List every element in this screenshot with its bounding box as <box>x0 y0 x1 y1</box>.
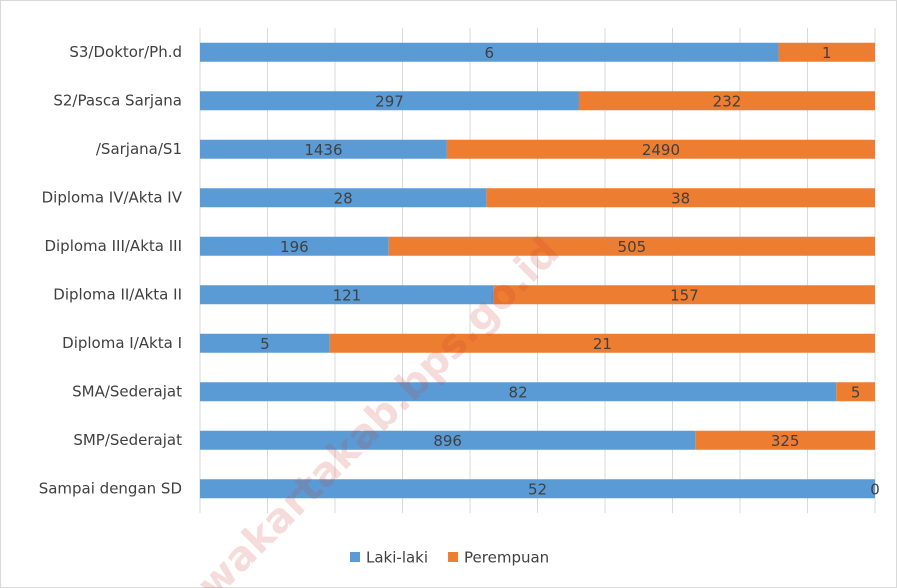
data-label: 232 <box>713 92 742 110</box>
data-label: 157 <box>670 286 699 304</box>
bar-segment <box>836 382 875 402</box>
data-label: 21 <box>593 335 612 353</box>
data-label: 196 <box>280 238 309 256</box>
bar-segment <box>200 382 837 402</box>
bar-segment <box>329 333 875 353</box>
data-label: 1 <box>822 44 832 62</box>
bar-segment <box>695 430 875 450</box>
y-tick-label: /Sarjana/S1 <box>96 140 182 158</box>
legend-swatch <box>350 552 360 562</box>
data-label: 2490 <box>642 141 680 159</box>
data-label: 896 <box>433 432 462 450</box>
legend-label: Laki-laki <box>366 549 428 567</box>
bar-segment <box>578 91 875 111</box>
bar-segment <box>446 139 875 159</box>
data-label: 5 <box>851 383 861 401</box>
y-tick-label: Diploma III/Akta III <box>44 237 182 255</box>
y-tick-label: Diploma I/Akta I <box>62 334 182 352</box>
bar-segment <box>493 285 875 305</box>
data-label: 121 <box>333 286 362 304</box>
data-label: 325 <box>771 432 800 450</box>
legend-label: Perempuan <box>464 549 549 567</box>
data-label: 505 <box>618 238 647 256</box>
bar-segment <box>486 188 875 208</box>
data-label: 52 <box>528 480 547 498</box>
data-label: 6 <box>485 44 495 62</box>
bar-segment <box>200 285 494 305</box>
y-tick-label: S2/Pasca Sarjana <box>53 91 182 109</box>
bar-segment <box>200 430 696 450</box>
bar-segment <box>200 333 330 353</box>
bar-segment <box>200 479 875 499</box>
bar-segment <box>200 188 487 208</box>
data-label: 297 <box>375 92 404 110</box>
y-tick-label: SMA/Sederajat <box>72 382 182 400</box>
bar-segment <box>778 42 875 62</box>
y-tick-label: S3/Doktor/Ph.d <box>69 43 182 61</box>
bar-segment <box>388 236 875 256</box>
legend-swatch <box>448 552 459 562</box>
data-label: 38 <box>671 189 690 207</box>
data-label: 28 <box>334 189 353 207</box>
y-tick-label: SMP/Sederajat <box>73 431 182 449</box>
y-tick-label: Diploma II/Akta II <box>53 285 182 303</box>
y-tick-label: Sampai dengan SD <box>39 479 182 497</box>
data-label: 0 <box>870 480 880 498</box>
data-label: 1436 <box>304 141 342 159</box>
bar-segment <box>200 91 579 111</box>
y-tick-label: Diploma IV/Akta IV <box>42 188 183 206</box>
bars: S3/Doktor/Ph.d 6 1 S2/Pasca Sarjana 297 232/S… <box>39 42 880 499</box>
legend: Laki-laki Perempuan <box>350 549 549 567</box>
data-label: 82 <box>509 383 528 401</box>
bar-segment <box>200 236 389 256</box>
bar-segment <box>200 139 447 159</box>
bar-segment <box>200 42 779 62</box>
data-label: 5 <box>260 335 270 353</box>
